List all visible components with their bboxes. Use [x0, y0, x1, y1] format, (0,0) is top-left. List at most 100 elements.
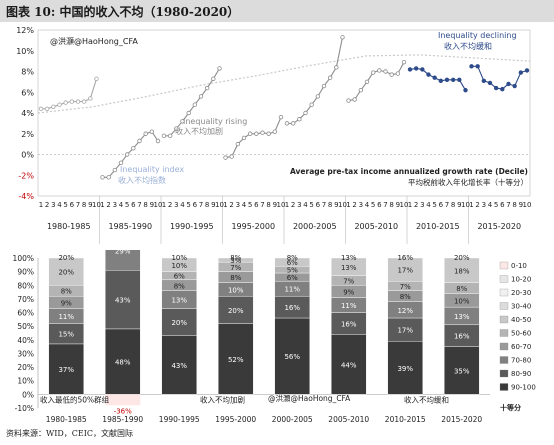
- watermark-text: @洪灝@HaoHong_CFA: [268, 393, 351, 403]
- bar-segment-label: 10%: [228, 286, 244, 294]
- x-decile-label: 6: [131, 201, 136, 209]
- bar-segment-40-50: [331, 257, 367, 276]
- bar-segment-label: 16%: [341, 320, 357, 328]
- y-tick-label: 100%: [13, 254, 34, 263]
- y-tick-label: 90%: [17, 268, 34, 277]
- category-label: 2015-2020: [441, 415, 482, 424]
- bar-segment-label: 35%: [454, 368, 470, 376]
- y-tick-label: 50%: [17, 322, 34, 331]
- bar-segment-label: 13%: [454, 313, 470, 321]
- x-decile-label: 2: [168, 201, 172, 209]
- x-decile-label: 4: [488, 201, 493, 209]
- bar-top-label: 16%: [397, 254, 413, 262]
- bar-segment-label: 10%: [171, 262, 187, 270]
- data-point: [420, 67, 425, 72]
- x-decile-label: 6: [439, 201, 444, 209]
- data-point: [432, 75, 437, 80]
- category-label: 2005-2010: [328, 415, 369, 424]
- legend-label: 60-70: [511, 343, 531, 351]
- data-point: [198, 94, 204, 99]
- data-point: [370, 70, 376, 75]
- x-decile-label: 2: [475, 201, 479, 209]
- x-decile-label: 3: [297, 201, 301, 209]
- x-decile-label: 6: [70, 201, 75, 209]
- bar-segment-label: 13%: [171, 297, 187, 305]
- bar-segment-label: 16%: [454, 333, 470, 341]
- x-decile-label: 3: [236, 201, 240, 209]
- y-tick-label: 60%: [17, 309, 34, 318]
- bar-segment-70-80: [105, 250, 141, 271]
- x-decile-label: 10: [92, 201, 101, 209]
- data-point: [229, 154, 234, 159]
- bar-segment-label: 43%: [115, 297, 131, 305]
- top-line-chart: -4%-2%0%2%4%6%8%10%12%1 2 3 4 5 6 7 8 9 101980-19…: [16, 26, 532, 244]
- data-point: [469, 64, 474, 69]
- x-decile-label: 3: [113, 201, 117, 209]
- data-point: [383, 69, 388, 74]
- x-decile-label: 6: [316, 201, 321, 209]
- x-decile-label: 3: [51, 201, 55, 209]
- data-point: [377, 68, 382, 73]
- bottom-stacked-bar-chart: -10% 0% 10% 20% 30% 40% 50% 60% 70% 80% 90% 100% 37%…: [13, 250, 536, 424]
- x-decile-label: 9: [334, 201, 338, 209]
- y-tick-label: 10%: [17, 377, 34, 386]
- y-tick-label: 20%: [17, 363, 34, 372]
- bar-segment-label: 16%: [284, 304, 300, 312]
- x-decile-label: 6: [193, 201, 198, 209]
- legend-swatch: [499, 288, 509, 297]
- bar-segment-label: 13%: [341, 264, 357, 272]
- bar-segment-label: 11%: [284, 286, 300, 294]
- x-decile-label: 10: [461, 201, 470, 209]
- bar-segment-label: 6%: [287, 259, 298, 267]
- legend-label: 90-100: [511, 384, 536, 392]
- x-decile-label: 10: [523, 201, 532, 209]
- bar-segment-label: 52%: [228, 356, 244, 364]
- data-point: [334, 65, 339, 70]
- bar-segment-label: 15%: [58, 331, 74, 339]
- x-decile-label: 7: [445, 201, 449, 209]
- legend-label: 70-80: [511, 357, 531, 365]
- category-label: 1990-1995: [159, 415, 200, 424]
- bar-segment-40-50: [161, 257, 197, 272]
- data-point: [81, 99, 87, 104]
- data-point: [260, 130, 265, 135]
- data-point: [481, 78, 487, 84]
- x-decile-label: 8: [451, 201, 455, 209]
- bar-segment-label: 20%: [171, 319, 187, 327]
- bar-top-label: 8%: [287, 254, 298, 262]
- data-point: [167, 133, 173, 139]
- x-decile-label: 4: [303, 201, 308, 209]
- bar-segment-label: 39%: [397, 365, 413, 373]
- y-tick-label: 6%: [21, 88, 34, 97]
- x-decile-label: 5: [63, 201, 67, 209]
- bar-segment-label: 20%: [228, 307, 244, 315]
- series-line-2000-2005: [287, 37, 344, 124]
- legend-label: 40-50: [511, 316, 531, 324]
- x-decile-label: 1: [223, 201, 227, 209]
- bar-segment-90-100: [444, 346, 480, 395]
- legend-swatch: [499, 315, 509, 324]
- bar-segment-40-50: [218, 257, 254, 263]
- data-point: [131, 146, 136, 151]
- rising-en-label: Inequality rising: [183, 117, 247, 126]
- bar-segment-90-100: [48, 343, 84, 395]
- x-decile-label: 10: [215, 201, 224, 209]
- series-line-1990-1995: [164, 68, 220, 137]
- period-label: 1980-1985: [47, 222, 91, 231]
- legend-swatch: [499, 329, 509, 337]
- bar-segment-label: 17%: [397, 327, 413, 335]
- y-tick-label: 4%: [21, 109, 34, 118]
- x-decile-label: 4: [426, 201, 431, 209]
- x-decile-label: 4: [119, 201, 124, 209]
- y-tick-label: -2%: [18, 171, 34, 180]
- legend-swatch: [499, 261, 509, 270]
- data-point: [358, 87, 364, 93]
- legend-swatch: [499, 383, 509, 391]
- category-label: 1985-1990: [102, 415, 143, 424]
- bar-segment-label: 7%: [230, 264, 241, 272]
- legend-swatch: [499, 302, 509, 310]
- data-point: [69, 99, 75, 104]
- legend-label: 10-20: [511, 276, 531, 284]
- data-point: [395, 71, 401, 76]
